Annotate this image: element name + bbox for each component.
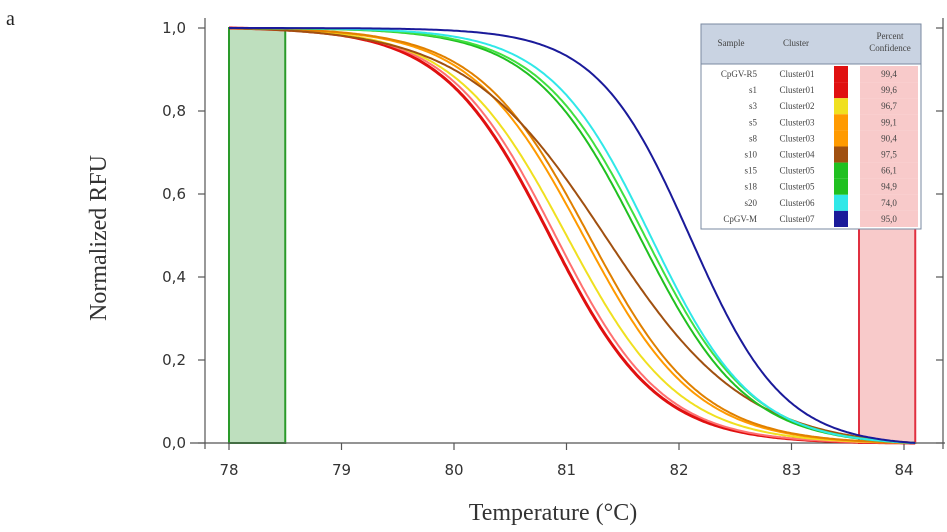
- shaded-regions: [228, 27, 917, 444]
- table-cell-confidence: 94,9: [881, 182, 897, 192]
- x-tick-label: 84: [894, 461, 913, 479]
- table-cell-sample: s1: [749, 85, 757, 95]
- x-tick-label: 82: [669, 461, 688, 479]
- y-tick-label: 0,4: [162, 268, 186, 286]
- table-cell-sample: s20: [744, 198, 757, 208]
- series-line-5: [229, 27, 916, 444]
- table-cell-cluster: Cluster03: [780, 117, 815, 127]
- table-confidence-bg: [860, 66, 918, 83]
- table-confidence-bg: [860, 162, 918, 179]
- table-color-swatch: [834, 194, 848, 211]
- table-cell-confidence: 74,0: [881, 198, 897, 208]
- table-cell-sample: s10: [744, 150, 757, 160]
- series-lines: [228, 26, 916, 445]
- table-confidence-bg: [860, 194, 918, 211]
- table-cell-confidence: 97,5: [881, 150, 897, 160]
- table-color-swatch: [834, 82, 848, 99]
- table-header-confidence: Confidence: [869, 43, 910, 53]
- table-cell-sample: CpGV-M: [723, 214, 757, 224]
- y-axis-title: Normalized RFU: [86, 155, 112, 321]
- legend-table: Sample Cluster Percent Confidence CpGV-R5 Clu…: [700, 23, 922, 230]
- table-cell-sample: s8: [749, 133, 758, 143]
- x-tick-label: 80: [444, 461, 463, 479]
- axes: 78 79 80 81 82 83 84 0,0 0,2 0,4 0,6 0,8 1,0: [162, 18, 945, 479]
- table-header-confidence: Percent: [877, 31, 904, 41]
- table-cell-cluster: Cluster03: [780, 133, 815, 143]
- series-line-10: [229, 27, 916, 444]
- table-cell-cluster: Cluster05: [780, 182, 815, 192]
- x-tick-label: 81: [557, 461, 576, 479]
- table-cell-confidence: 96,7: [881, 101, 897, 111]
- x-tick-label: 78: [219, 461, 238, 479]
- table-cell-cluster: Cluster06: [780, 198, 815, 208]
- table-cell-cluster: Cluster02: [780, 101, 815, 111]
- table-cell-sample: CpGV-R5: [721, 69, 758, 79]
- table-cell-cluster: Cluster07: [780, 214, 815, 224]
- table-confidence-bg: [860, 114, 918, 131]
- table-cell-sample: s15: [744, 166, 757, 176]
- y-tick-label: 0,2: [162, 351, 186, 369]
- table-cell-cluster: Cluster01: [780, 69, 815, 79]
- x-tick-label: 83: [782, 461, 801, 479]
- table-cell-cluster: Cluster01: [780, 85, 815, 95]
- table-cell-confidence: 99,1: [881, 117, 897, 127]
- table-confidence-bg: [860, 146, 918, 163]
- table-cell-sample: s3: [749, 101, 758, 111]
- x-axis-title: Temperature (°C): [469, 500, 638, 526]
- table-header-cluster: Cluster: [783, 38, 809, 48]
- table-color-swatch: [834, 146, 848, 163]
- table-confidence-bg: [860, 130, 918, 147]
- table-cell-confidence: 99,6: [881, 85, 897, 95]
- table-cell-confidence: 95,0: [881, 214, 897, 224]
- table-cell-confidence: 90,4: [881, 133, 897, 143]
- table-color-swatch: [834, 178, 848, 195]
- table-header-sample: Sample: [718, 38, 745, 48]
- table-cell-confidence: 66,1: [881, 166, 897, 176]
- y-tick-label: 0,0: [162, 434, 186, 452]
- series-line-3: [229, 27, 916, 444]
- table-cell-cluster: Cluster05: [780, 166, 815, 176]
- table-cell-sample: s5: [749, 117, 758, 127]
- y-tick-label: 1,0: [162, 19, 186, 37]
- table-header-bg: [700, 23, 922, 65]
- x-tick-label: 79: [332, 461, 351, 479]
- table-cell-confidence: 99,4: [881, 69, 897, 79]
- table-color-swatch: [834, 162, 848, 179]
- table-confidence-bg: [860, 98, 918, 115]
- y-tick-label: 0,6: [162, 185, 186, 203]
- table-confidence-bg: [860, 82, 918, 99]
- panel-label: a: [6, 8, 15, 30]
- table-color-swatch: [834, 114, 848, 131]
- table-color-swatch: [834, 66, 848, 83]
- table-color-swatch: [834, 210, 848, 227]
- table-confidence-bg: [860, 210, 918, 227]
- table-confidence-bg: [860, 178, 918, 195]
- table-cell-cluster: Cluster04: [780, 150, 815, 160]
- shaded-region-1: [228, 27, 287, 444]
- table-cell-sample: s18: [744, 182, 757, 192]
- table-color-swatch: [834, 98, 848, 115]
- table-color-swatch: [834, 130, 848, 147]
- y-tick-label: 0,8: [162, 102, 186, 120]
